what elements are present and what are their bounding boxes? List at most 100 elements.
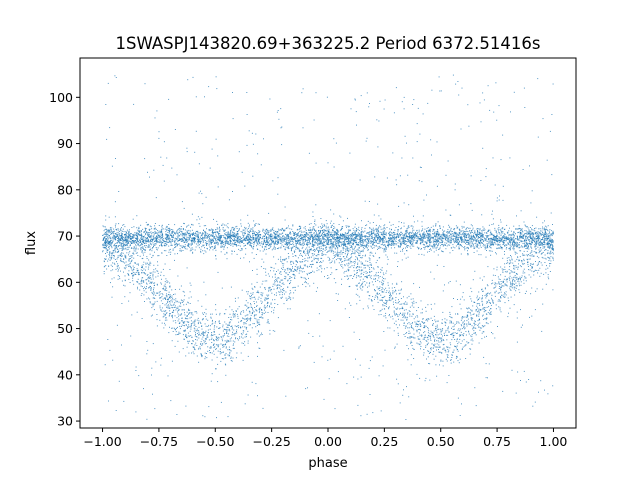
scatter-point [306, 265, 308, 267]
scatter-point [502, 236, 504, 238]
scatter-point [486, 295, 488, 297]
scatter-point [439, 247, 441, 249]
scatter-point [291, 249, 292, 251]
scatter-point [427, 328, 429, 330]
scatter-point [127, 246, 129, 248]
scatter-point [221, 235, 223, 236]
scatter-point [516, 285, 518, 287]
scatter-point [136, 240, 138, 242]
scatter-point [406, 345, 408, 346]
scatter-point [447, 334, 449, 336]
scatter-point [498, 306, 500, 308]
scatter-point [162, 288, 164, 290]
scatter-point [226, 329, 228, 331]
scatter-point [493, 243, 495, 245]
scatter-point [124, 296, 126, 298]
scatter-point [236, 245, 238, 246]
scatter-point [309, 227, 311, 229]
scatter-point [327, 256, 329, 258]
scatter-point [432, 228, 434, 230]
scatter-point [531, 267, 533, 269]
scatter-point [368, 285, 370, 287]
scatter-point [230, 229, 232, 231]
scatter-point [225, 343, 227, 345]
scatter-point [486, 232, 488, 233]
scatter-point [428, 353, 430, 354]
scatter-point [243, 232, 245, 234]
scatter-point [412, 228, 414, 230]
scatter-point [468, 331, 470, 333]
scatter-point [421, 225, 423, 227]
scatter-point [490, 313, 492, 315]
scatter-point [217, 350, 219, 352]
scatter-point [378, 237, 380, 239]
scatter-point [204, 238, 206, 239]
scatter-point [430, 303, 432, 305]
scatter-point [350, 266, 352, 268]
scatter-point [165, 250, 167, 252]
scatter-point [504, 266, 506, 268]
scatter-point [403, 309, 405, 311]
scatter-point [410, 340, 412, 342]
scatter-point [495, 82, 497, 84]
scatter-point [480, 246, 482, 248]
scatter-point [502, 271, 504, 273]
scatter-point [408, 245, 410, 247]
scatter-point [199, 238, 201, 240]
scatter-point [520, 210, 522, 212]
scatter-point [334, 260, 336, 262]
scatter-point [215, 138, 217, 140]
scatter-point [354, 274, 355, 276]
scatter-point [435, 239, 437, 241]
scatter-point [294, 268, 295, 270]
scatter-point [386, 302, 388, 304]
scatter-point [534, 233, 536, 235]
scatter-point [163, 238, 165, 240]
scatter-point [116, 246, 118, 248]
scatter-point [491, 239, 493, 241]
scatter-point [509, 266, 511, 268]
scatter-point [110, 282, 111, 284]
scatter-point [166, 225, 168, 227]
scatter-point [264, 238, 266, 239]
scatter-point [249, 297, 251, 299]
scatter-point [344, 264, 346, 266]
scatter-point [471, 338, 473, 340]
scatter-point [449, 242, 451, 244]
scatter-point [434, 340, 435, 342]
scatter-point [169, 301, 170, 302]
scatter-point [195, 332, 196, 334]
scatter-point [525, 245, 527, 247]
scatter-point [123, 240, 125, 242]
scatter-point [109, 254, 111, 256]
scatter-point [248, 324, 250, 326]
scatter-point [335, 244, 337, 246]
scatter-point [308, 249, 310, 251]
scatter-point [301, 231, 303, 233]
scatter-point [202, 232, 204, 234]
scatter-point [479, 329, 481, 331]
scatter-point [310, 248, 312, 250]
scatter-point [164, 283, 166, 285]
scatter-point [397, 383, 399, 385]
scatter-point [287, 253, 289, 254]
scatter-point [490, 321, 492, 323]
scatter-point [145, 279, 147, 280]
scatter-point [467, 315, 469, 317]
scatter-point [160, 236, 162, 238]
scatter-point [509, 285, 511, 287]
scatter-point [230, 357, 232, 359]
scatter-point [552, 240, 554, 242]
scatter-point [407, 313, 408, 315]
scatter-point [323, 223, 325, 225]
scatter-point [191, 233, 193, 235]
scatter-point [199, 225, 201, 227]
scatter-point [332, 241, 334, 243]
scatter-point [379, 238, 381, 240]
scatter-point [464, 345, 466, 347]
scatter-point [186, 315, 188, 317]
scatter-point [112, 240, 114, 242]
scatter-point [156, 314, 158, 315]
scatter-point [356, 228, 357, 229]
scatter-point [356, 238, 358, 240]
